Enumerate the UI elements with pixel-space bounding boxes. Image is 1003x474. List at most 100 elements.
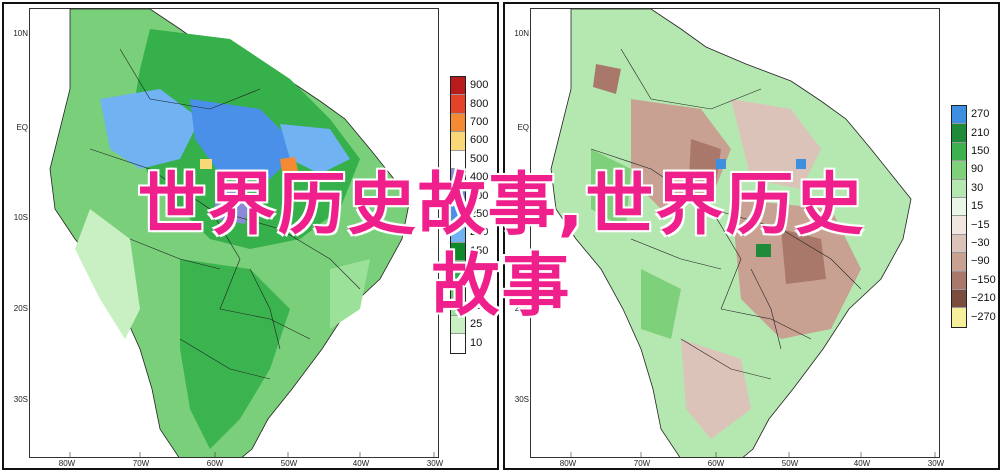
legend-swatch bbox=[451, 224, 465, 243]
lat-label: 30S bbox=[13, 395, 28, 404]
lon-label: 80W bbox=[559, 459, 577, 468]
legend-swatch bbox=[952, 271, 966, 290]
precipitation-map bbox=[29, 8, 439, 458]
precip-legend-bar bbox=[450, 76, 466, 354]
lat-label: 10S bbox=[514, 213, 529, 222]
region-brown bbox=[681, 339, 751, 439]
lon-label: 60W bbox=[707, 459, 725, 468]
legend-label: −30 bbox=[971, 237, 990, 249]
legend-swatch bbox=[952, 142, 966, 162]
legend-label: 250 bbox=[470, 208, 489, 220]
region-brown bbox=[593, 64, 621, 94]
legend-label: 75 bbox=[470, 281, 483, 294]
lon-label: 50W bbox=[781, 459, 799, 468]
legend-label: −210 bbox=[971, 292, 996, 305]
region-blue bbox=[100, 89, 200, 169]
legend-swatch bbox=[451, 77, 465, 96]
lon-label: 30W bbox=[927, 459, 945, 468]
legend-label: 10 bbox=[470, 336, 483, 349]
legend-label: 210 bbox=[971, 126, 990, 139]
lat-label: EQ bbox=[16, 123, 28, 132]
legend-swatch bbox=[451, 297, 465, 317]
legend-swatch bbox=[451, 150, 465, 169]
legend-label: −270 bbox=[971, 310, 996, 323]
lon-label: 40W bbox=[853, 459, 871, 468]
region-blue bbox=[280, 124, 350, 174]
legend-swatch bbox=[952, 179, 966, 198]
region-orange bbox=[280, 157, 298, 172]
legend-swatch bbox=[451, 187, 465, 206]
legend-label: 900 bbox=[470, 79, 489, 92]
legend-label: 150 bbox=[470, 244, 489, 257]
region-yellow bbox=[200, 159, 212, 169]
lat-label: 30S bbox=[514, 395, 529, 404]
legend-label: −90 bbox=[971, 255, 990, 268]
legend-swatch bbox=[952, 124, 966, 143]
legend-label: 100 bbox=[470, 263, 489, 276]
legend-swatch bbox=[952, 289, 966, 309]
lat-label: 20S bbox=[13, 304, 28, 313]
legend-label: 700 bbox=[470, 116, 489, 128]
legend-label: 25 bbox=[470, 318, 483, 331]
legend-label: 400 bbox=[470, 171, 489, 184]
anomaly-legend-bar bbox=[951, 105, 967, 328]
region-green bbox=[591, 149, 631, 229]
legend-swatch bbox=[451, 279, 465, 298]
legend-swatch bbox=[952, 234, 966, 254]
region-green bbox=[641, 269, 681, 339]
region-pale-green bbox=[330, 259, 370, 329]
legend-label: 600 bbox=[470, 134, 489, 147]
lon-label: 80W bbox=[58, 459, 76, 468]
lat-label: 10S bbox=[13, 213, 28, 222]
legend-swatch bbox=[451, 205, 465, 225]
legend-swatch bbox=[952, 308, 966, 327]
legend-label: 90 bbox=[971, 163, 984, 176]
lon-label: 50W bbox=[280, 459, 298, 468]
region-dark-green bbox=[180, 259, 290, 449]
legend-swatch bbox=[451, 168, 465, 188]
legend-label: 50 bbox=[470, 300, 483, 312]
region-blue bbox=[190, 99, 300, 179]
legend-label: 500 bbox=[470, 152, 489, 165]
legend-swatch bbox=[451, 95, 465, 114]
precipitation-map-panel: 10N EQ 10S 20S 30S bbox=[2, 2, 499, 470]
legend-label: −15 bbox=[971, 218, 990, 231]
legend-label: 270 bbox=[971, 108, 990, 121]
legend-swatch bbox=[451, 113, 465, 133]
region-blue bbox=[215, 189, 250, 224]
legend-label: −150 bbox=[971, 273, 996, 286]
region-pale-green bbox=[75, 209, 140, 339]
country-borders bbox=[89, 48, 361, 380]
legend-label: 15 bbox=[971, 200, 984, 213]
legend-swatch bbox=[451, 316, 465, 335]
legend-label: 30 bbox=[971, 181, 984, 194]
lon-label: 70W bbox=[132, 459, 150, 468]
legend-swatch bbox=[451, 334, 465, 353]
grid-ticks bbox=[69, 452, 435, 457]
region-brown-dark bbox=[689, 139, 721, 184]
legend-label: 200 bbox=[470, 226, 489, 239]
grid-ticks bbox=[570, 452, 936, 457]
region-brown-dark bbox=[781, 229, 826, 284]
legend-label: 800 bbox=[470, 97, 489, 110]
lat-label: 10N bbox=[514, 29, 529, 38]
legend-swatch bbox=[952, 106, 966, 125]
lat-label: EQ bbox=[517, 123, 529, 132]
legend-swatch bbox=[952, 216, 966, 235]
legend-swatch bbox=[451, 242, 465, 261]
lat-label: 10N bbox=[13, 29, 28, 38]
lon-label: 40W bbox=[352, 459, 370, 468]
lon-label: 70W bbox=[633, 459, 651, 468]
legend-swatch bbox=[952, 161, 966, 180]
legend-swatch bbox=[451, 132, 465, 151]
anomaly-map-panel: 10N EQ 10S 20S 30S bbox=[503, 2, 1000, 470]
region-blue bbox=[716, 159, 726, 169]
legend-swatch bbox=[952, 197, 966, 217]
legend-label: 150 bbox=[971, 145, 990, 157]
lon-label: 30W bbox=[426, 459, 444, 468]
country-borders bbox=[590, 48, 862, 380]
anomaly-map bbox=[530, 8, 940, 458]
legend-swatch bbox=[952, 253, 966, 272]
lon-label: 60W bbox=[206, 459, 224, 468]
lat-label: 20S bbox=[514, 304, 529, 313]
